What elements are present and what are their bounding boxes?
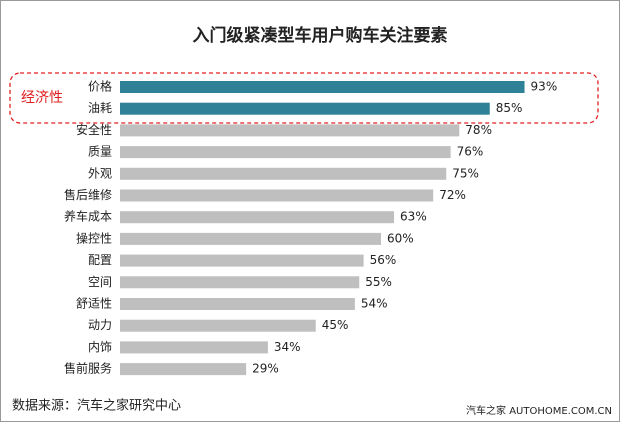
category-label: 价格 — [88, 79, 112, 94]
bar — [120, 189, 434, 202]
value-label: 55% — [365, 275, 392, 289]
category-label: 内饰 — [88, 340, 112, 354]
category-label: 舒适性 — [76, 297, 112, 311]
value-label: 85% — [496, 101, 523, 115]
value-label: 72% — [439, 188, 466, 202]
value-label: 29% — [252, 362, 279, 376]
category-label: 售前服务 — [64, 361, 112, 376]
category-label: 配置 — [88, 253, 112, 267]
bar — [120, 211, 395, 224]
category-label: 外观 — [88, 166, 112, 180]
bar — [120, 254, 364, 267]
value-label: 76% — [457, 145, 484, 159]
category-label: 空间 — [88, 275, 112, 289]
bar — [120, 81, 525, 93]
value-label: 34% — [274, 340, 301, 354]
value-label: 75% — [452, 166, 479, 180]
bar — [120, 319, 316, 332]
bar — [120, 276, 360, 289]
bar — [120, 124, 460, 137]
bar — [120, 167, 447, 180]
category-label: 安全性 — [76, 122, 112, 137]
category-label: 油耗 — [88, 101, 112, 115]
watermark: 汽车之家 AUTOHOME.COM.CN — [466, 404, 612, 417]
value-label: 56% — [370, 253, 397, 267]
category-label: 售后维修 — [64, 187, 112, 202]
value-label: 63% — [400, 210, 427, 224]
value-label: 93% — [531, 80, 558, 94]
category-label: 质量 — [88, 145, 112, 159]
bar — [120, 102, 490, 115]
value-label: 78% — [465, 123, 492, 137]
bar — [120, 363, 247, 376]
category-label: 养车成本 — [64, 209, 112, 224]
highlight-box — [9, 72, 599, 124]
value-label: 45% — [322, 318, 349, 332]
bar — [120, 341, 268, 354]
value-label: 54% — [361, 297, 388, 311]
bar — [120, 232, 381, 245]
category-label: 操控性 — [76, 230, 112, 245]
source: 数据来源：汽车之家研究中心 — [12, 398, 181, 414]
bar — [120, 298, 355, 310]
annotation: 经济性 — [21, 90, 63, 106]
chart-title: 入门级紧凑型车用户购车关注要素 — [193, 25, 448, 46]
value-label: 60% — [387, 231, 414, 245]
bar — [120, 146, 451, 159]
category-label: 动力 — [88, 318, 112, 332]
